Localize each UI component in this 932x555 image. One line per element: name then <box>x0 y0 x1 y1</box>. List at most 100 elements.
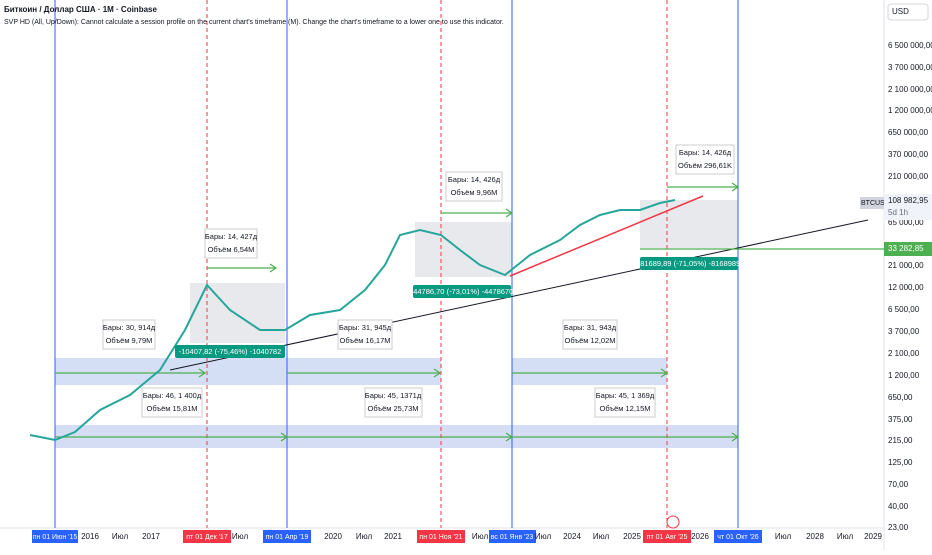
trend-line <box>509 195 704 277</box>
annotation-box <box>204 228 258 259</box>
time-label: 2020 <box>324 532 342 541</box>
time-label: пн 01 Ноя '21 <box>419 534 462 541</box>
price-label: 370 000,00 <box>888 150 929 159</box>
price-label: 3 700,00 <box>888 327 920 336</box>
arrow <box>441 208 514 218</box>
countdown: 5d 1h <box>888 208 908 217</box>
chart-title: Биткоин / Доллар США · 1М · Coinbase <box>4 5 157 14</box>
time-tag <box>643 530 691 543</box>
bars: Бары: 30, 914д <box>103 323 156 332</box>
bars: Бары: 46, 1 400д <box>143 391 202 400</box>
volume: Объём 25,73M <box>368 404 419 413</box>
currency-button[interactable] <box>887 3 929 21</box>
range-box <box>415 222 512 277</box>
time-label: Июл <box>837 532 854 541</box>
volume: Объём 12,02M <box>565 336 616 345</box>
symbol-tag <box>860 197 884 209</box>
time-label: Июл <box>535 532 552 541</box>
annotation: Бары: 31, 943д Объём 12,02M <box>562 319 618 350</box>
time-label: 2017 <box>142 532 160 541</box>
annotation-box <box>594 387 656 418</box>
arrow <box>512 368 669 378</box>
time-axis: пн 01 Июн '15 2016 Июл 2017 пт 01 Дек '1… <box>32 515 882 543</box>
range-box <box>190 283 285 343</box>
price-label: 125,00 <box>888 458 913 467</box>
price-label: 215,00 <box>888 436 913 445</box>
time-label: 2026 <box>691 532 709 541</box>
measure-box <box>640 257 738 270</box>
time-tag <box>417 530 465 543</box>
band <box>512 358 667 385</box>
price-label: 210 000,00 <box>888 172 929 181</box>
range-boxes <box>190 200 738 343</box>
volume: Объём 6,54M <box>208 245 255 254</box>
level: 33 282,85 <box>888 244 924 253</box>
time-label: Июл <box>593 532 610 541</box>
annotation: Бары: 46, 1 400д Объём 15,81M <box>141 387 203 418</box>
price-label: 12 000,00 <box>888 283 924 292</box>
last-price: 108 982,95 <box>888 196 929 205</box>
arrow <box>287 368 442 378</box>
arrows <box>55 182 740 442</box>
red-verticals <box>206 0 668 528</box>
symbol: BTCUSD <box>861 200 890 207</box>
bars: Бары: 31, 943д <box>564 323 617 332</box>
volume: Объём 15,81M <box>147 404 198 413</box>
annotation: Бары: 31, 945д Объём 16,17M <box>337 319 393 350</box>
time-label: Июл <box>775 532 792 541</box>
time-label: 2025 <box>623 532 641 541</box>
event-icon[interactable] <box>666 515 680 529</box>
time-label: пт 01 Дек '17 <box>186 534 228 541</box>
level-tag <box>884 242 932 256</box>
time-label: 2028 <box>806 532 824 541</box>
time-label: Июл <box>112 532 129 541</box>
price-label: 1 200,00 <box>888 371 920 380</box>
annotation-box <box>141 387 203 418</box>
annotation-box <box>675 144 735 175</box>
time-label: Июл <box>356 532 373 541</box>
price-label: 70,00 <box>888 480 909 489</box>
arrow <box>667 182 740 192</box>
price-axis: USD 6 500 000,00 3 700 000,00 2 100 000,… <box>887 3 932 532</box>
annotations: Бары: 30, 914д Объём 9,79M Бары: 14, 427д… <box>102 144 735 418</box>
bars: Бары: 14, 426д <box>448 175 501 184</box>
time-label: пн 01 Июн '15 <box>33 534 78 541</box>
annotation: Бары: 14, 426д Объём 9,96M <box>445 171 503 202</box>
annotation-box <box>445 171 503 202</box>
volume: Объём 16,17M <box>340 336 391 345</box>
time-label: Июл <box>232 532 249 541</box>
time-label: 2021 <box>384 532 402 541</box>
volume: Объём 12,15M <box>600 404 651 413</box>
bars: Бары: 45, 1371д <box>365 391 422 400</box>
price-label: 650 000,00 <box>888 128 929 137</box>
currency[interactable]: USD <box>892 7 909 16</box>
volume: Объём 296,61K <box>678 161 732 170</box>
bars: Бары: 31, 945д <box>339 323 392 332</box>
time-tag <box>183 530 231 543</box>
arrow <box>512 432 740 442</box>
volume: Объём 9,96M <box>451 188 498 197</box>
arrow <box>207 263 278 273</box>
range-box <box>640 200 738 248</box>
annotation: Бары: 30, 914д Объём 9,79M <box>102 319 156 350</box>
indicator-note: SVP HD (All, Up/Down): Cannot calculate … <box>4 19 504 26</box>
measure-box <box>413 285 511 298</box>
annotation: Бары: 45, 1371д Объём 25,73M <box>364 387 423 418</box>
time-tag <box>263 530 311 543</box>
measurement: -10407,82 (-75,46%) -1040782 <box>179 347 282 356</box>
arrow <box>55 368 207 378</box>
volume: Объём 9,79M <box>106 336 153 345</box>
price-tags: BTCUSD 108 982,95 5d 1h 33 282,85 <box>860 194 932 256</box>
price-label: 23,00 <box>888 523 909 532</box>
trend-line <box>169 219 869 371</box>
measure-box <box>175 345 285 358</box>
measurement: -44786,70 (-73,01%) -4478670 <box>411 287 514 296</box>
bars: Бары: 14, 427д <box>205 232 258 241</box>
price-path <box>29 199 676 442</box>
time-label: чт 01 Окт '26 <box>717 534 758 541</box>
band <box>55 358 441 385</box>
time-tag <box>32 530 78 543</box>
bars: Бары: 45, 1 369д <box>596 391 655 400</box>
annotation: Бары: 14, 427д Объём 6,54M <box>204 228 258 259</box>
